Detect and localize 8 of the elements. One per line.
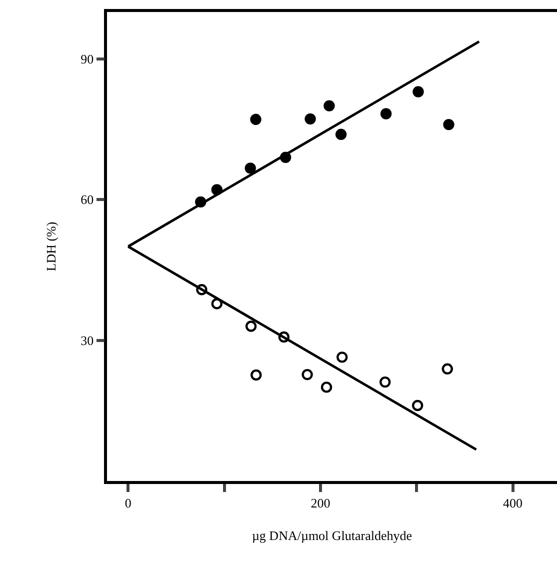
x-axis-title: µg DNA/µmol Glutaraldehyde — [252, 528, 412, 543]
y-tick-label: 90 — [80, 51, 94, 66]
y-axis-title: LDH (%) — [44, 222, 59, 272]
y-tick-label: 30 — [80, 332, 94, 348]
x-tick-label: 200 — [310, 495, 330, 510]
y-tick-label: 60 — [80, 192, 94, 208]
x-tick-label: 400 — [503, 495, 523, 510]
x-tick-label: 0 — [124, 495, 132, 510]
